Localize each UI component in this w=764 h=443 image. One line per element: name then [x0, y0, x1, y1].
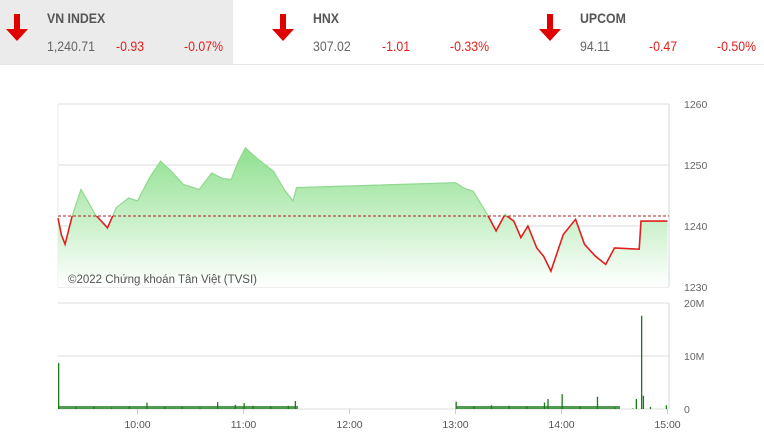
index-tab-vnindex[interactable]: VN INDEX 1,240.71 -0.93 -0.07% — [0, 0, 233, 64]
volume-bar — [146, 402, 148, 409]
price-area — [57, 146, 669, 287]
index-ticker-bar: VN INDEX 1,240.71 -0.93 -0.07% HNX 307.0… — [0, 0, 764, 65]
volume-bar — [665, 405, 668, 409]
volume-baseline-afternoon — [456, 406, 620, 409]
arrow-down-icon — [6, 14, 28, 41]
price-line-down — [57, 215, 668, 274]
volume-bar — [614, 407, 616, 409]
index-value: 307.02 — [313, 38, 351, 54]
volume-baseline-morning — [58, 406, 298, 409]
volume-bar — [455, 401, 457, 409]
volume-bar — [294, 401, 297, 409]
volume-tick-label: 10M — [684, 351, 704, 363]
arrow-down-icon — [272, 14, 294, 41]
volume-tick-label: 0 — [684, 404, 690, 416]
time-tick-label: 10:00 — [124, 419, 150, 431]
index-percent: -0.07% — [184, 38, 224, 54]
volume-bar — [252, 405, 254, 409]
volume-bar — [641, 315, 643, 409]
volume-grid — [58, 302, 670, 410]
volume-bar — [547, 398, 549, 409]
time-tick-label: 11:00 — [231, 419, 257, 431]
volume-bar — [561, 394, 563, 409]
volume-bar — [543, 402, 546, 409]
volume-bar — [473, 406, 475, 409]
volume-bar — [635, 398, 637, 409]
volume-bar — [128, 406, 130, 409]
price-line-up — [71, 146, 509, 216]
volume-bar — [217, 402, 219, 409]
volume-bar — [526, 406, 528, 409]
volume-bars — [58, 315, 668, 409]
volume-bar — [111, 407, 113, 409]
chart-watermark: ©2022 Chứng khoán Tân Việt (TVSI) — [68, 274, 257, 286]
index-change: -0.47 — [649, 38, 678, 54]
index-percent: -0.50% — [717, 38, 757, 54]
index-tab-hnx[interactable]: HNX 307.02 -1.01 -0.33% — [266, 0, 499, 64]
volume-bar — [243, 403, 245, 409]
index-name: HNX — [313, 10, 340, 26]
volume-bar — [234, 404, 236, 409]
time-tick-label: 14:00 — [548, 419, 574, 431]
time-tick-label: 12:00 — [336, 419, 362, 431]
price-tick-label: 1260 — [684, 99, 708, 111]
time-tick-label: 15:00 — [654, 419, 680, 431]
index-change: -0.93 — [116, 38, 145, 54]
volume-tick-label: 20M — [684, 298, 704, 310]
volume-bar — [632, 408, 634, 409]
volume-bar — [596, 396, 599, 409]
volume-bar — [270, 406, 272, 409]
volume-bar — [58, 362, 60, 409]
index-tab-upcom[interactable]: UPCOM 94.11 -0.47 -0.50% — [533, 0, 764, 64]
index-value: 94.11 — [580, 38, 610, 54]
volume-bar — [490, 405, 493, 409]
price-tick-label: 1250 — [684, 160, 708, 172]
index-percent: -0.33% — [450, 38, 490, 54]
volume-bar — [287, 405, 289, 409]
index-change: -1.01 — [382, 38, 411, 54]
price-fill — [58, 147, 668, 287]
volume-bar — [199, 407, 201, 409]
volume-bar — [93, 406, 95, 409]
price-tick-label: 1240 — [684, 221, 708, 233]
index-value: 1,240.71 — [47, 38, 95, 54]
volume-bar — [75, 406, 77, 409]
index-name: VN INDEX — [47, 10, 106, 26]
index-name: UPCOM — [580, 10, 626, 26]
axis-labels: 1260 1250 1240 1230 20M 10M 0 10:00 11:00 12:00 13… — [124, 99, 707, 431]
time-tick-label: 13:00 — [442, 419, 468, 431]
volume-bar — [642, 395, 645, 409]
arrow-down-icon — [539, 14, 561, 41]
volume-bar — [579, 406, 581, 409]
price-tick-label: 1230 — [684, 282, 708, 294]
volume-bar — [181, 406, 183, 409]
volume-bar — [649, 406, 652, 409]
volume-bar — [164, 406, 166, 409]
volume-bar — [508, 405, 510, 409]
